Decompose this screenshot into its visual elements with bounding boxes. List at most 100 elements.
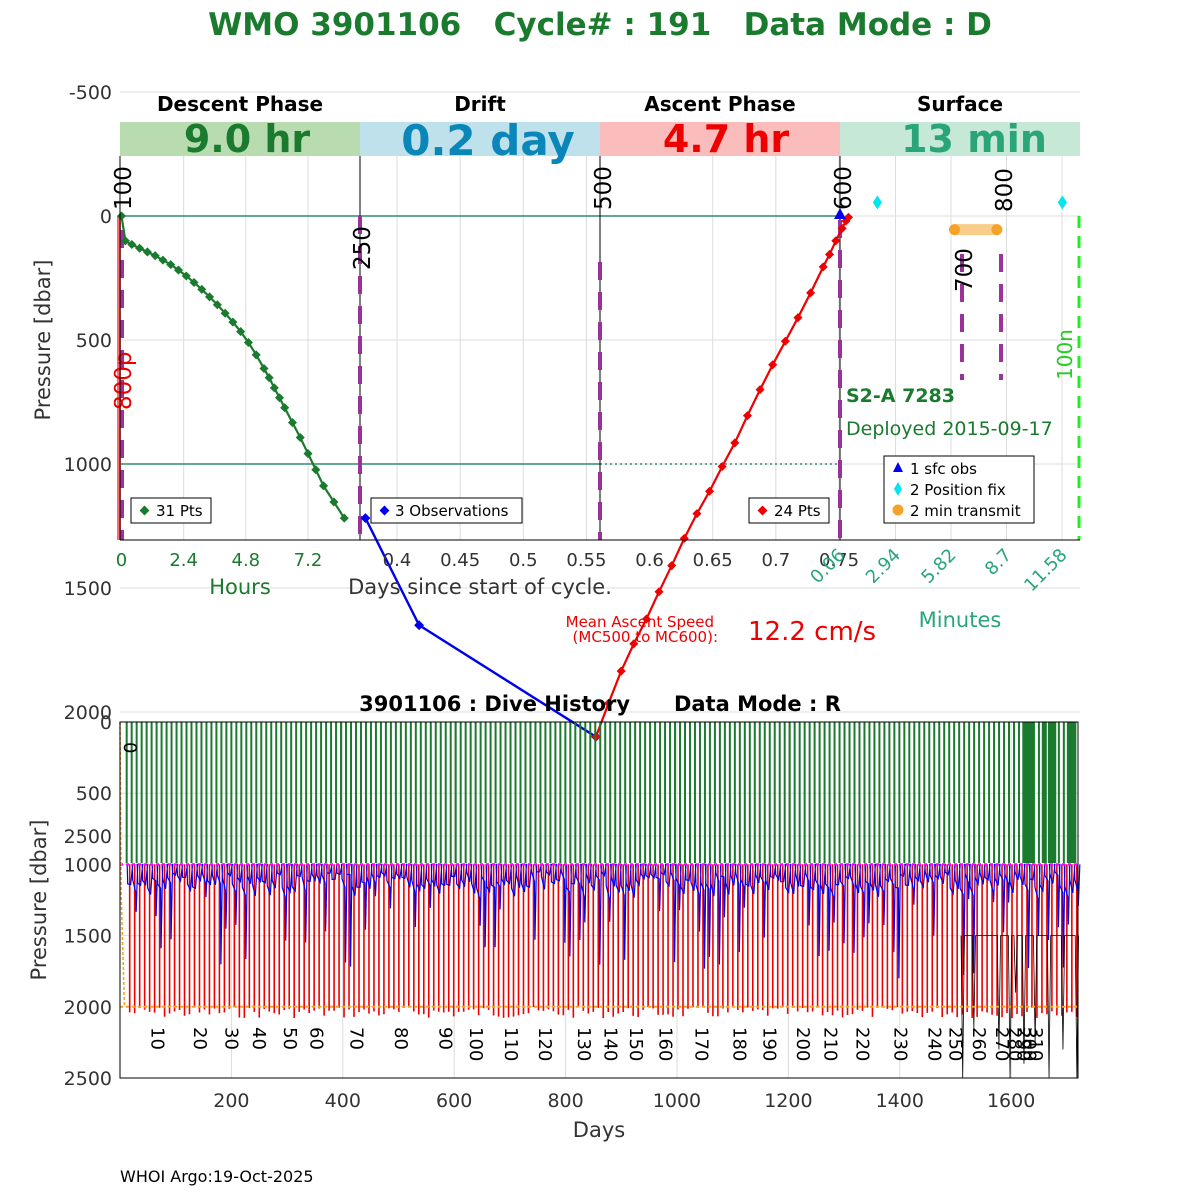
history-x-tick-0: 200 — [213, 1090, 249, 1112]
top-y-tick-4: 1500 — [64, 578, 112, 600]
mc-label-250: 250 — [350, 226, 376, 270]
cycle-label-31: 310 — [1025, 1027, 1046, 1061]
history-cycle-labels: 0 10 20 30 40 50 60 70 80 90 100 110 120 130 140 150 160… — [119, 742, 1046, 1061]
history-y-tick-5: 2500 — [64, 1068, 112, 1090]
transmit-point-0 — [948, 224, 960, 236]
cycle-label-17: 170 — [691, 1027, 712, 1061]
mc-label-700: 700 — [952, 248, 978, 292]
legend-ascent-text: 24 Pts — [774, 502, 821, 520]
cycle-label-27: 270 — [991, 1027, 1012, 1061]
drift-point-0 — [360, 513, 371, 524]
ascent-point-1 — [604, 698, 614, 708]
history-x-tick-7: 1600 — [987, 1090, 1035, 1112]
history-dense-7 — [1071, 722, 1077, 863]
history-x-tick-2: 600 — [436, 1090, 472, 1112]
ascent-point-4 — [641, 614, 651, 624]
descent-point-23 — [280, 403, 290, 413]
footer-credit: WHOI Argo:19-Oct-2025 — [120, 1167, 314, 1186]
history-profiles — [119, 721, 1081, 1079]
top-y-tick-1: 0 — [100, 206, 112, 228]
cycle-label-0: 0 — [119, 742, 140, 753]
float-model: S2-A 7283 — [846, 385, 955, 407]
minutes-label: Minutes — [919, 608, 1002, 632]
descent-point-26 — [303, 449, 313, 459]
history-dense-6 — [1066, 722, 1072, 863]
cycle-label-12: 120 — [534, 1027, 555, 1061]
cycle-label-23: 230 — [890, 1027, 911, 1061]
cycle-label-4: 40 — [248, 1027, 269, 1050]
ascent-point-13 — [755, 385, 765, 395]
day-tick-1: 0.45 — [440, 550, 480, 571]
history-x-tick-3: 800 — [547, 1090, 583, 1112]
history-drift-trace — [126, 863, 1081, 979]
cycle-label-14: 140 — [600, 1027, 621, 1061]
descent-point-22 — [274, 393, 285, 403]
mc-label-600: 600 — [831, 166, 857, 210]
band-ascent — [600, 122, 840, 156]
cycle-label-2: 20 — [189, 1027, 210, 1050]
duration-descent: 9.0 hr — [184, 117, 311, 161]
cycle-label-9: 90 — [434, 1027, 455, 1050]
ascent-point-11 — [730, 438, 740, 448]
phase-title-drift: Drift — [454, 92, 506, 116]
ascent-point-20 — [831, 236, 841, 246]
history-y-tick-0: 0 — [100, 712, 112, 734]
hour-tick-3: 7.2 — [294, 550, 323, 571]
day-tick-0: 0.4 — [383, 550, 412, 571]
top-y-axis: -500 0 500 1000 1500 2000 2500 — [64, 82, 121, 848]
cycle-label-16: 160 — [655, 1027, 676, 1061]
right-side-label: 100n — [1053, 329, 1077, 380]
left-side-label: 800p — [111, 352, 137, 411]
ascent-point-2 — [616, 666, 626, 676]
history-frame — [119, 721, 1079, 1079]
top-y-tick-5: 2000 — [64, 702, 112, 724]
cycle-label-15: 150 — [625, 1027, 646, 1061]
descent-point-5 — [150, 251, 160, 261]
days-label: Days since start of cycle. — [348, 575, 612, 599]
descent-point-9 — [181, 271, 191, 281]
ascent-point-19 — [825, 249, 835, 259]
dive-history-plot: 3901106 : Dive History Data Mode : R 0 50… — [27, 692, 1081, 1142]
minute-tick-2: 5.82 — [917, 545, 960, 588]
descent-point-7 — [166, 260, 176, 270]
descent-line — [120, 215, 346, 519]
day-tick-7: 0.75 — [819, 550, 859, 571]
history-x-tick-6: 1400 — [876, 1090, 924, 1112]
band-descent — [120, 122, 360, 156]
duration-drift: 0.2 day — [401, 116, 575, 165]
ascent-point-5 — [654, 587, 664, 597]
descent-point-11 — [197, 284, 207, 294]
day-tick-3: 0.55 — [566, 550, 606, 571]
transmit-point-1 — [991, 224, 1003, 236]
mc-label-500: 500 — [591, 166, 617, 210]
history-deep-excursions — [960, 935, 1079, 1079]
history-y-label: Pressure [dbar] — [27, 820, 51, 981]
legend-drift: 3 Observations — [370, 497, 523, 524]
legend-transmit: 2 min transmit — [910, 502, 1021, 520]
top-y-label: Pressure [dbar] — [31, 260, 55, 421]
history-dense-5 — [1051, 722, 1057, 863]
day-tick-2: 0.5 — [509, 550, 538, 571]
cycle-label-29: 290 — [1012, 1027, 1033, 1061]
descent-point-2 — [127, 239, 137, 250]
position-fix-point-0 — [872, 195, 882, 210]
hours-label: Hours — [209, 575, 271, 599]
history-x-label: Days — [573, 1118, 625, 1142]
minute-tick-1: 2.94 — [862, 545, 905, 588]
ascent-speed-label-2: (MC500 to MC600): — [573, 628, 718, 646]
descent-point-3 — [135, 243, 145, 253]
top-y-tick-2: 500 — [76, 330, 112, 352]
descent-point-27 — [311, 465, 321, 475]
ascent-point-16 — [793, 313, 803, 323]
cycle-label-3: 30 — [221, 1027, 242, 1050]
cycle-label-1: 10 — [147, 1027, 168, 1050]
cycle-label-19: 190 — [758, 1027, 779, 1061]
cycle-label-24: 240 — [923, 1027, 944, 1061]
descent-point-6 — [158, 255, 168, 265]
ascent-speed-label-1: Mean Ascent Speed — [566, 613, 714, 631]
position-fix-icon — [894, 482, 902, 496]
ascent-point-14 — [768, 360, 778, 370]
hour-tick-2: 4.8 — [232, 550, 261, 571]
